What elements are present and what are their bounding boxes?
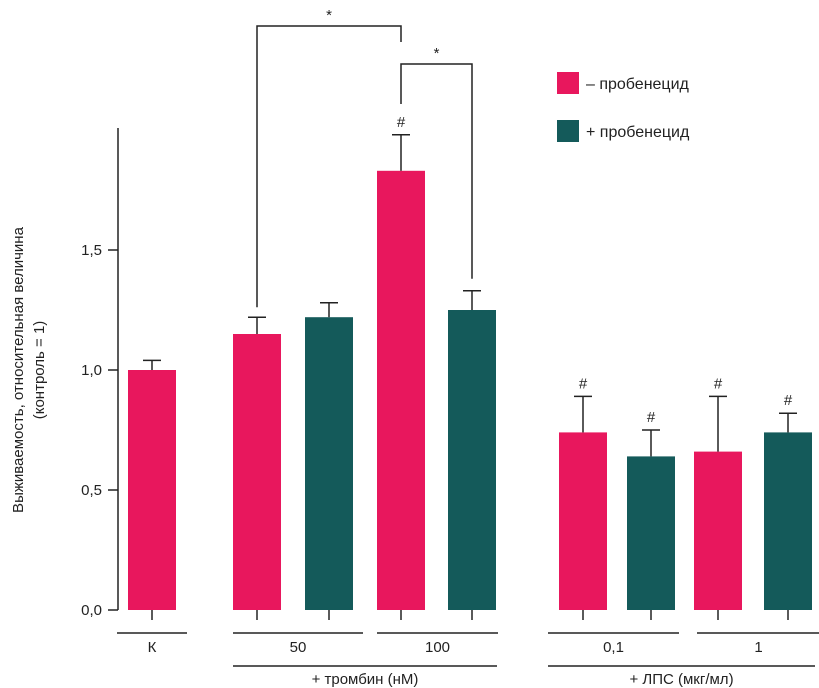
bar [764, 432, 812, 610]
legend-label: – пробенецид [586, 76, 690, 93]
bar [128, 370, 176, 610]
significance-bracket [256, 25, 402, 308]
bar [694, 451, 742, 610]
y-tick-label: 1,5 [81, 242, 102, 259]
bar [559, 432, 607, 610]
y-tick-label: 0,0 [81, 602, 102, 619]
significance-star: * [434, 45, 440, 62]
legend-swatch [557, 120, 579, 142]
y-tick-label: 1,0 [81, 362, 102, 379]
x-supergroup-label: + ЛПС (мкг/мл) [629, 671, 733, 688]
annotations-layer: ** [256, 7, 473, 308]
x-group-label: К [148, 639, 157, 656]
significance-hash: # [647, 409, 656, 426]
x-supergroup-label: + тромбин (нМ) [312, 671, 419, 688]
legend-label: + пробенецид [586, 124, 690, 141]
x-group-label: 100 [425, 639, 450, 656]
x-group-label: 0,1 [603, 639, 624, 656]
significance-hash: # [784, 392, 793, 409]
bars-layer: # # # # # [128, 114, 812, 620]
x-axis-labels: К 50 100 0,1 1 + тромбин (нМ) + ЛПС (мкг/мл) [117, 632, 819, 688]
y-tick-label: 0,5 [81, 482, 102, 499]
legend: – пробенецид + пробенецид [557, 72, 690, 142]
y-axis-title-line1: Выживаемость, относительная величина [10, 226, 27, 513]
axis-layer: 0,0 0,5 1,0 1,5 [81, 128, 119, 619]
legend-swatch [557, 72, 579, 94]
significance-hash: # [714, 375, 723, 392]
significance-star: * [326, 7, 332, 24]
significance-hash: # [579, 375, 588, 392]
bar [627, 456, 675, 610]
x-group-label: 1 [754, 639, 762, 656]
bar [233, 334, 281, 610]
bar [305, 317, 353, 610]
bar [377, 170, 425, 611]
significance-bracket [400, 63, 473, 279]
bar [448, 310, 496, 610]
y-axis-title-line2: (контроль = 1) [31, 321, 48, 420]
x-group-label: 50 [290, 639, 307, 656]
significance-hash: # [397, 114, 406, 131]
